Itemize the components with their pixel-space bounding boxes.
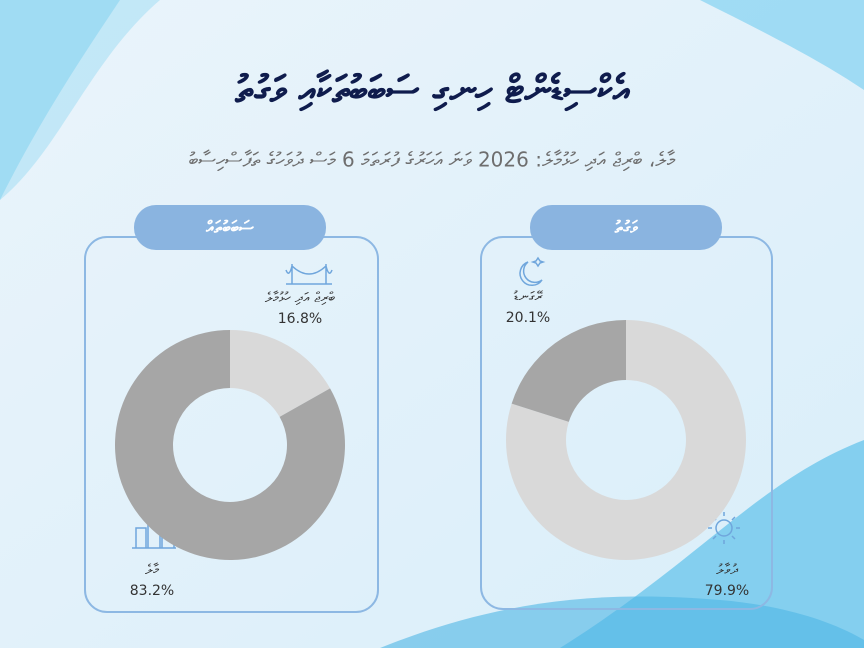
city-icon (132, 517, 176, 549)
subtitle: މާލެ، ބްރިޖް އަދި ހުޅުމާލެ: 2026 ވަނަ އަ… (189, 148, 676, 172)
value-label: 16.8% (278, 311, 322, 327)
bridge-icon (285, 264, 333, 285)
value-label: 20.1% (506, 310, 550, 326)
panel-title: ސަބަބުތައް (205, 218, 254, 238)
panel-title: ވަގުތު (614, 218, 639, 238)
wave (700, 0, 864, 90)
panel-header (134, 205, 326, 250)
donut-segment (511, 320, 626, 422)
donut-segment (115, 330, 346, 560)
value-label: 83.2% (130, 583, 174, 599)
donut-segment (230, 330, 331, 417)
moon-icon (519, 256, 546, 287)
value-label: 79.9% (705, 583, 749, 599)
donut-segment (506, 320, 747, 560)
category-label: މާލެ (145, 562, 159, 578)
category-label: ރޭގަނޑު (514, 289, 544, 305)
category-label: ދުވާލު (716, 562, 739, 578)
wave (560, 440, 864, 648)
title: އެކްސިޑެންޓް ހިނގި ސަބަބުތަކާއި ވަގުތު (234, 68, 631, 112)
category-label: ބްރިޖް އަދި ހުޅުމާލެ (265, 290, 336, 306)
panel-header (530, 205, 722, 250)
wave (0, 0, 160, 200)
